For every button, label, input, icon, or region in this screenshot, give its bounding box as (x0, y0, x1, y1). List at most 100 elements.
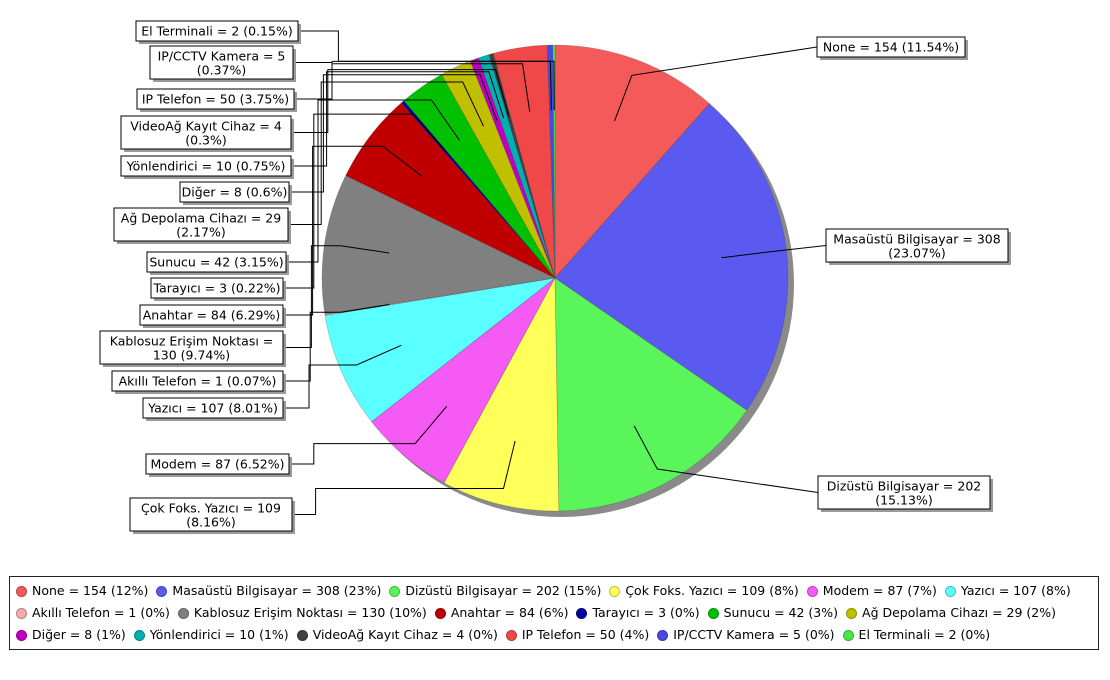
callout-text: Dizüstü Bilgisayar = 202 (827, 479, 981, 494)
callout-box (136, 88, 295, 110)
callout-anahtar: Anahtar = 84 (6.29%) (139, 304, 286, 328)
legend-label: Ağ Depolama Cihazı = 29 (2%) (862, 605, 1057, 620)
leader-line-akilli-telefon (283, 304, 390, 382)
callout-dizustu-bilgisayar: Dizüstü Bilgisayar = 202(15.13%) (817, 475, 993, 512)
leader-line-yazici (283, 344, 402, 409)
callout-text: (0.37%) (197, 63, 246, 78)
callout-text: Ağ Depolama Cihazı = 29 (121, 211, 281, 226)
leader-line-el-terminali (298, 30, 555, 111)
callout-box (825, 228, 1009, 263)
callout-ag-depolama-cihazi: Ağ Depolama Cihazı = 29(2.17%) (113, 207, 291, 244)
legend-item-kablosuz-erisim-noktasi: Kablosuz Erişim Noktası = 130 (10%) (177, 604, 427, 622)
legend-item-modem: Modem = 87 (7%) (806, 582, 937, 600)
callout-text: Modem = 87 (6.52%) (151, 457, 285, 472)
callout-kablosuz-erisim-noktasi: Kablosuz Erişim Noktası =130 (9.74%) (99, 330, 286, 367)
legend-item-cok-foks-yazici: Çok Foks. Yazıcı = 109 (8%) (609, 582, 799, 600)
legend-item-tarayici: Tarayıcı = 3 (0%) (576, 604, 700, 622)
callout-box (816, 36, 966, 58)
leader-line-modem (289, 405, 448, 465)
legend-swatch (806, 585, 818, 597)
callout-text: Anahtar = 84 (6.29%) (143, 308, 281, 323)
legend-label: Akıllı Telefon = 1 (0%) (32, 605, 170, 620)
callout-text: Sunucu = 42 (3.15%) (149, 255, 283, 270)
legend-swatch (576, 607, 588, 619)
legend-item-yonlendirici: Yönlendirici = 10 (1%) (133, 626, 289, 644)
legend-label: Yazıcı = 107 (8%) (960, 583, 1071, 598)
callout-yonlendirici: Yönlendirici = 10 (0.75%) (120, 155, 294, 179)
callout-box (99, 330, 284, 365)
callout-el-terminali: El Terminali = 2 (0.15%) (135, 20, 301, 44)
callout-text: Yönlendirici = 10 (0.75%) (126, 159, 286, 174)
legend-swatch (16, 585, 27, 597)
callout-box (150, 277, 284, 299)
callout-text: Masaüstü Bilgisayar = 308 (833, 232, 1000, 247)
leader-line-yonlendirici (291, 71, 505, 167)
callout-text: Tarayıcı = 3 (0.22%) (152, 281, 280, 296)
legend-swatch (16, 607, 27, 619)
legend-items: None = 154 (12%) Masaüstü Bilgisayar = 30… (16, 580, 1094, 646)
callout-text: Kablosuz Erişim Noktası = (110, 334, 274, 349)
legend-item-akilli-telefon: Akıllı Telefon = 1 (0%) (16, 604, 170, 622)
callout-box (146, 251, 287, 273)
legend-item-anahtar: Anahtar = 84 (6%) (434, 604, 568, 622)
legend-swatch (177, 607, 189, 619)
pie-slice-ip-telefon (492, 44, 556, 279)
legend-swatch (16, 629, 27, 641)
leader-line-kablosuz-erisim-noktasi (283, 245, 390, 348)
pie-slice-anahtar (345, 102, 556, 279)
callout-text: (2.17%) (176, 225, 225, 240)
pie-slice-yazici (324, 277, 556, 423)
legend-item-ip-cctv-kamera: IP/CCTV Kamera = 5 (0%) (657, 626, 835, 644)
legend-label: Çok Foks. Yazıcı = 109 (8%) (625, 583, 799, 598)
callout-box (111, 370, 284, 392)
legend-label: Dizüstü Bilgisayar = 202 (15%) (405, 583, 602, 598)
legend-item-sunucu: Sunucu = 42 (3%) (707, 604, 839, 622)
leader-line-masaustu-bilgisayar (721, 245, 827, 259)
callout-sunucu: Sunucu = 42 (3.15%) (146, 251, 289, 275)
legend-swatch (609, 585, 621, 597)
callout-videoag-kayit-cihaz: VideoAğ Kayıt Cihaz = 4(0.3%) (120, 115, 294, 152)
legend-label: Modem = 87 (7%) (822, 583, 937, 598)
legend-label: Tarayıcı = 3 (0%) (592, 605, 700, 620)
legend-item-diger: Diğer = 8 (1%) (16, 626, 126, 644)
pie-slice-yonlendirici (478, 54, 556, 279)
legend-label: Sunucu = 42 (3%) (723, 605, 839, 620)
callout-cok-foks-yazici: Çok Foks. Yazıcı = 109(8.16%) (129, 497, 295, 534)
pie-slice-none (554, 44, 710, 279)
leader-line-none (614, 46, 818, 122)
callout-box (139, 304, 284, 326)
callout-text: Çok Foks. Yazıcı = 109 (141, 501, 281, 516)
legend-swatch (434, 607, 446, 619)
legend-swatch (846, 607, 858, 619)
legend-swatch (133, 629, 145, 641)
callout-box (817, 475, 991, 510)
callout-text: IP/CCTV Kamera = 5 (158, 49, 286, 64)
legend-label: Masaüstü Bilgisayar = 308 (23%) (172, 583, 382, 598)
pie-slice-cok-foks-yazici (443, 276, 560, 512)
legend-item-dizustu-bilgisayar: Dizüstü Bilgisayar = 202 (15%) (389, 582, 601, 600)
pie-chart: None = 154 (11.54%) Masaüstü Bilgisayar =… (99, 20, 1011, 534)
callout-text: Yazıcı = 107 (8.01%) (147, 401, 278, 416)
legend-swatch (657, 629, 669, 641)
callout-text: Diğer = 8 (0.6%) (182, 185, 288, 200)
callout-text: IP Telefon = 50 (3.75%) (142, 92, 289, 107)
callout-text: VideoAğ Kayıt Cihaz = 4 (130, 119, 282, 134)
legend-swatch (842, 629, 854, 641)
leader-line-cok-foks-yazici (292, 440, 516, 515)
callout-text: (8.16%) (186, 515, 235, 530)
callout-text: (0.3%) (185, 133, 227, 148)
legend-label: IP/CCTV Kamera = 5 (0%) (673, 627, 835, 642)
callout-akilli-telefon: Akıllı Telefon = 1 (0.07%) (111, 370, 286, 394)
legend-swatch (505, 629, 517, 641)
callout-labels: None = 154 (11.54%) Masaüstü Bilgisayar =… (99, 20, 1011, 534)
callout-none: None = 154 (11.54%) (816, 36, 968, 60)
callout-ip-cctv-kamera: IP/CCTV Kamera = 5(0.37%) (149, 45, 296, 82)
pie-slice-videoag-kayit-cihaz (488, 52, 556, 279)
leader-line-sunucu (286, 99, 460, 263)
legend-swatch (296, 629, 308, 641)
legend-swatch (707, 607, 719, 619)
legend-label: VideoAğ Kayıt Cihaz = 4 (0%) (312, 627, 498, 642)
callout-box (120, 155, 292, 177)
callout-tarayici: Tarayıcı = 3 (0.22%) (150, 277, 286, 301)
callout-ip-telefon: IP Telefon = 50 (3.75%) (136, 88, 297, 112)
